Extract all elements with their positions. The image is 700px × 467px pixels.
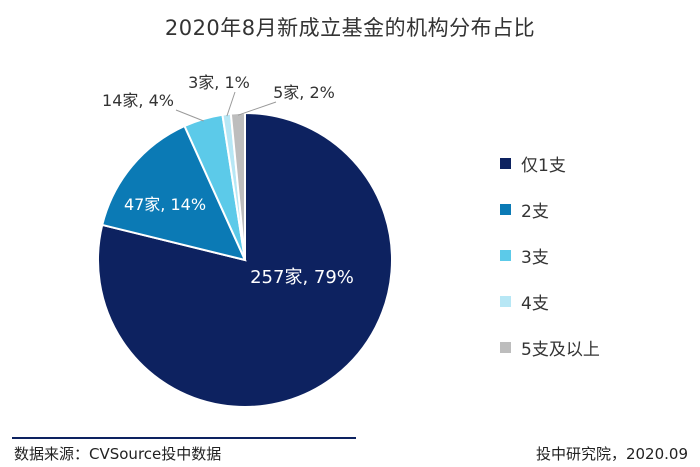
legend-item-1: 仅1支 [500,152,600,176]
footer-credit: 投中研究院，2020.09 [535,445,688,463]
pie-slice-2 [101,124,247,262]
legend-swatch-4 [500,296,511,307]
legend-label-5: 5支及以上 [521,340,600,360]
legend-label-3: 3支 [521,248,549,268]
pie-data-label-1: 257家, 79% [250,267,354,288]
legend-swatch-3 [500,250,511,261]
footer-source: 数据来源：CVSource投中数据 [14,445,222,463]
legend-item-4: 4支 [500,290,600,314]
legend-item-2: 2支 [500,198,600,222]
legend-swatch-5 [500,342,511,353]
leader-line-5 [237,101,277,116]
footer-divider [12,437,356,439]
chart-title: 2020年8月新成立基金的机构分布占比 [164,16,536,40]
legend-label-4: 4支 [521,294,549,314]
pie-data-label-3: 14家, 4% [102,91,174,110]
pie-data-label-2: 47家, 14% [124,195,206,214]
pie-data-label-5: 5家, 2% [273,83,335,102]
legend-swatch-1 [500,158,511,169]
legend-label-1: 仅1支 [521,156,566,176]
pie-slices [97,111,393,408]
leader-line-4 [226,91,236,117]
legend-item-3: 3支 [500,244,600,268]
label-leader-lines [175,91,277,122]
pie-data-label-4: 3家, 1% [188,73,250,92]
legend-item-5: 5支及以上 [500,336,600,360]
legend-swatch-2 [500,204,511,215]
leader-line-3 [175,109,204,122]
legend: 仅1支 2支 3支 4支 5支及以上 [500,152,600,382]
pie-data-labels: 257家, 79% 47家, 14% 14家, 4% 3家, 1% 5家, 2% [102,73,354,288]
legend-label-2: 2支 [521,202,549,222]
